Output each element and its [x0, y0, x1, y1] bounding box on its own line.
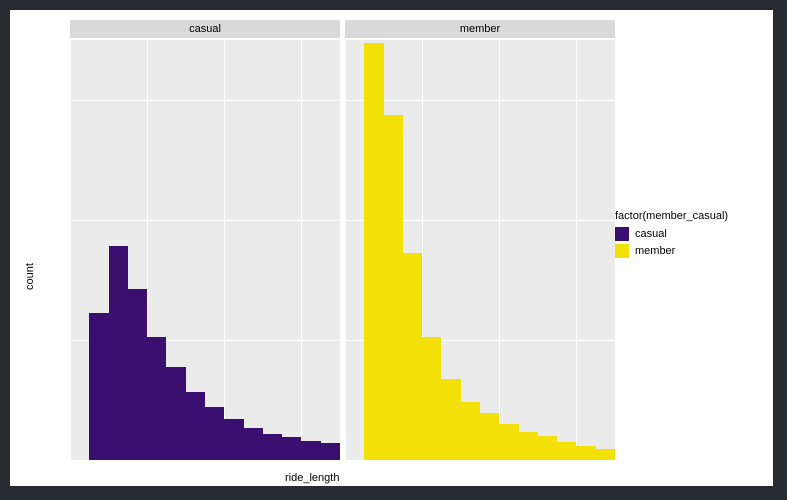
legend-key-member — [615, 244, 629, 258]
facet-member: member 0100020003000 — [345, 20, 615, 460]
bar — [109, 246, 128, 460]
gridline-v — [345, 40, 346, 460]
bar — [441, 379, 460, 460]
gridline-v — [70, 40, 71, 460]
facet-casual: casual 0200K400K600K0100020003000 — [70, 20, 340, 460]
bar — [205, 407, 224, 460]
bar — [244, 428, 263, 460]
legend-label-member: member — [635, 245, 675, 257]
gridline-h — [70, 100, 340, 101]
legend-item-member: member — [615, 244, 728, 258]
y-axis-label: count — [24, 263, 36, 290]
legend-title: factor(member_casual) — [615, 210, 728, 222]
gridline-v — [499, 40, 500, 460]
bar — [576, 446, 595, 460]
bar — [263, 434, 282, 460]
bar — [403, 253, 422, 460]
bar — [538, 436, 557, 460]
gridline-h — [70, 220, 340, 221]
bar — [364, 43, 383, 460]
bar — [480, 413, 499, 460]
panel-member: 0100020003000 — [345, 40, 615, 460]
bar — [499, 424, 518, 460]
bar — [321, 443, 340, 460]
gridline-v — [301, 40, 302, 460]
legend-key-casual — [615, 227, 629, 241]
x-axis-label: ride_length — [285, 472, 339, 484]
bar — [147, 337, 166, 460]
plot-frame: count ride_length factor(member_casual) … — [10, 10, 773, 486]
facet-strip-member: member — [345, 20, 615, 38]
legend-label-casual: casual — [635, 228, 667, 240]
bar — [282, 437, 301, 460]
gridline-h — [345, 100, 615, 101]
bar — [89, 313, 108, 460]
panel-casual: 0200K400K600K0100020003000 — [70, 40, 340, 460]
bar — [186, 392, 205, 460]
bar — [422, 337, 441, 460]
gridline-v — [224, 40, 225, 460]
bar — [224, 419, 243, 460]
bar — [301, 441, 320, 460]
gridline-v — [576, 40, 577, 460]
bar — [166, 367, 185, 460]
legend: factor(member_casual) casual member — [615, 210, 728, 261]
bar — [519, 432, 538, 460]
facet-strip-casual: casual — [70, 20, 340, 38]
legend-item-casual: casual — [615, 227, 728, 241]
bar — [596, 449, 615, 460]
bar — [557, 442, 576, 460]
bar — [461, 402, 480, 460]
bar — [128, 289, 147, 460]
bar — [384, 115, 403, 460]
